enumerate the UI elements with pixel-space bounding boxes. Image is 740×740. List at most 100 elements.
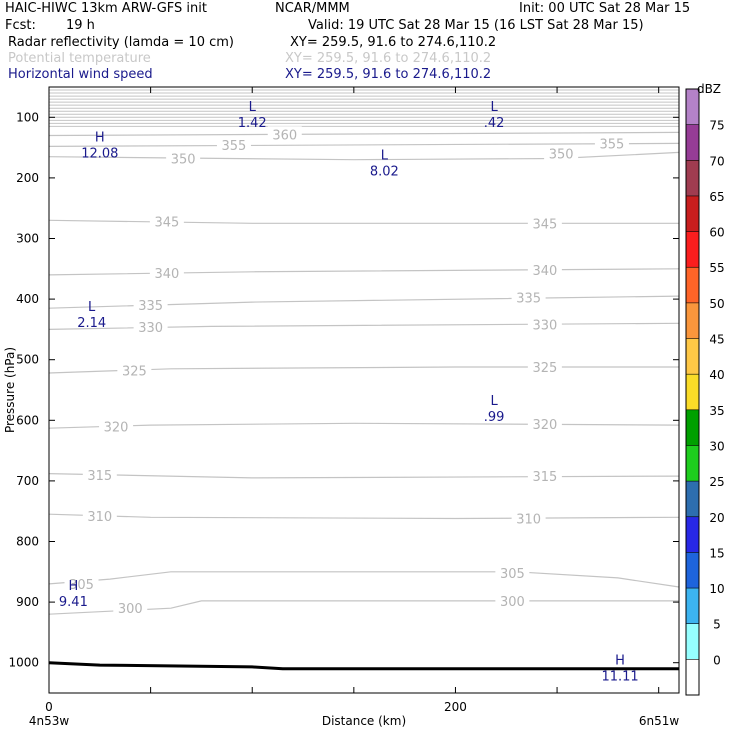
isentrope-label: 330 (138, 321, 163, 336)
wind-extremum-value: 9.41 (59, 595, 88, 610)
isentrope-label: 350 (171, 153, 196, 168)
isentrope-label: 355 (222, 139, 247, 154)
wind-extremum-value: .42 (484, 116, 505, 131)
isentrope-label-bg (527, 262, 562, 278)
colorbar-swatch (686, 160, 699, 196)
y-tick-label: 1000 (8, 656, 39, 670)
wind-extremum-value: .99 (484, 410, 505, 425)
isentrope-label-bg (99, 418, 134, 434)
colorbar-level-label: 50 (709, 297, 724, 311)
isentrope-360 (48, 131, 680, 137)
isentrope-label-bg (544, 145, 579, 161)
left-endpoint-label: 4n53w (29, 714, 70, 728)
colorbar-swatch (686, 338, 699, 375)
y-tick-label: 500 (16, 353, 39, 367)
colorbar-level-label: 25 (709, 475, 724, 489)
isentrope-label: 305 (69, 578, 94, 593)
isentrope-label-bg (495, 565, 530, 581)
colorbar-level-label: 30 (709, 439, 724, 453)
isentrope-label-bg (511, 510, 546, 526)
isentrope-label: 330 (532, 319, 557, 334)
x-axis: 0 200 (45, 87, 660, 714)
isentrope-label-bg (117, 362, 152, 378)
colorbar-swatch (686, 374, 699, 410)
isentrope-label-bg (527, 468, 562, 484)
colorbar-level-label: 60 (709, 226, 724, 240)
colorbar-level-label: 15 (709, 546, 724, 560)
isentrope-label-bg (216, 137, 251, 153)
colorbar-swatch (686, 623, 699, 660)
isentrope-345 (48, 219, 679, 224)
colorbar-swatch (686, 231, 699, 268)
isentrope-label: 355 (600, 137, 625, 152)
isentrope-label-bg (267, 126, 302, 142)
y-tick-label: 400 (16, 292, 39, 306)
forecast-label: Fcst: (5, 18, 36, 33)
isentrope-label-bg (149, 265, 184, 281)
colorbar-swatch (686, 409, 699, 446)
isentrope-label-bg (149, 213, 184, 229)
isentrope-355 (48, 142, 680, 147)
colorbar-level-label: 75 (709, 119, 724, 133)
isentrope-label: 325 (122, 365, 147, 380)
colorbar-swatch (686, 588, 699, 624)
isentrope-contours (48, 89, 680, 615)
y-tick-label: 900 (16, 595, 39, 609)
isentrope-label: 310 (87, 510, 112, 525)
isentrope-label-bg (511, 289, 546, 305)
isentrope-330 (48, 322, 680, 330)
wind-extremum-type: L (490, 100, 498, 115)
isentrope-label: 350 (549, 148, 574, 163)
field-1-name: Radar reflectivity (lamda = 10 cm) (8, 35, 234, 50)
x-tick-label: 200 (444, 700, 467, 714)
isentrope-label: 345 (532, 217, 557, 232)
colorbar-swatch (686, 267, 699, 303)
valid-time: Valid: 19 UTC Sat 28 Mar 15 (16 LST Sat … (308, 18, 644, 33)
y-tick-label: 700 (16, 474, 39, 488)
x-tick-label: 0 (45, 700, 53, 714)
wind-extremum-value: 11.11 (601, 670, 638, 685)
isentrope-label-bg (82, 508, 117, 524)
isentrope-label: 340 (532, 264, 557, 279)
colorbar-swatch (686, 195, 699, 232)
colorbar-swatch (686, 516, 699, 553)
isentrope-label: 320 (104, 420, 129, 435)
colorbar-swatch (686, 552, 699, 589)
isentrope-label: 320 (532, 418, 557, 433)
isentrope-label: 340 (154, 267, 179, 282)
org-label: NCAR/MMM (275, 1, 350, 16)
wind-extremum-value: 1.42 (238, 116, 267, 131)
y-axis: 100 200 300 400 500 600 700 800 900 1000 (8, 110, 679, 670)
isentrope-label: 315 (87, 469, 112, 484)
isentrope-305 (48, 571, 680, 588)
isentrope-label-bg (166, 150, 201, 166)
isentrope-label-bg (594, 135, 629, 151)
colorbar-level-label: 20 (709, 511, 724, 525)
isentrope-label-bg (133, 318, 168, 334)
wind-extremum-type: L (490, 394, 498, 409)
isentrope-label-bg (113, 600, 148, 616)
colorbar-swatch (686, 89, 699, 125)
wind-extremum-value: 8.02 (370, 165, 399, 180)
colorbar-swatch (686, 302, 699, 339)
wind-extremum-type: H (615, 654, 625, 669)
colorbar-level-label: 10 (709, 582, 724, 596)
isentrope-310 (48, 513, 680, 520)
colorbar-level-label: 40 (709, 368, 724, 382)
isentrope-label-bg (527, 358, 562, 374)
wind-extremum-type: L (88, 300, 96, 315)
colorbar-level-label: 5 (713, 618, 721, 632)
isentrope-label-bg (133, 297, 168, 313)
terrain-surface-line (48, 661, 679, 671)
isentrope-340 (48, 268, 680, 276)
isentrope-label-bg (527, 215, 562, 231)
y-tick-label: 800 (16, 535, 39, 549)
colorbar-swatch (686, 659, 699, 695)
y-axis-label: Pressure (hPa) (3, 347, 17, 433)
isentrope-label-bg (82, 466, 117, 482)
wind-extremum-type: H (68, 579, 78, 594)
isentrope-label-bg (527, 415, 562, 431)
colorbar-swatch (686, 445, 699, 482)
init-time: Init: 00 UTC Sat 28 Mar 15 (519, 1, 691, 16)
